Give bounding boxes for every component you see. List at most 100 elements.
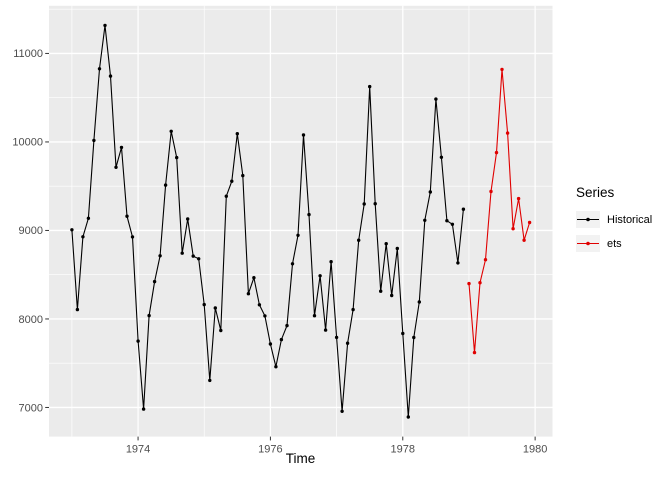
y-tick-label: 9000	[19, 225, 43, 237]
data-point-historical	[456, 261, 460, 265]
legend-label: Historical	[607, 213, 653, 226]
data-point-historical	[307, 212, 311, 217]
data-point-historical	[351, 307, 355, 312]
x-tick-label: 1976	[258, 444, 282, 456]
data-point-historical	[257, 303, 262, 307]
data-point-historical	[191, 254, 195, 258]
x-tick-label: 1978	[391, 444, 415, 456]
data-point-historical	[373, 202, 377, 206]
data-point-historical	[334, 335, 339, 340]
data-point-historical	[70, 228, 74, 232]
data-point-historical	[323, 328, 328, 332]
data-point-historical	[318, 274, 322, 278]
data-point-historical	[357, 238, 361, 242]
data-point-historical	[434, 97, 438, 101]
data-point-historical	[412, 335, 416, 340]
y-tick-label: 7000	[19, 402, 43, 414]
data-point-ets	[527, 220, 532, 225]
series-line-historical	[71, 25, 464, 418]
data-point-historical	[175, 155, 179, 160]
data-point-historical	[390, 293, 394, 298]
data-point-historical	[301, 133, 306, 137]
data-point-historical	[197, 257, 201, 261]
data-point-historical	[384, 242, 388, 246]
data-point-ets	[494, 150, 499, 155]
data-point-historical	[439, 155, 444, 159]
data-point-historical	[401, 331, 405, 336]
data-point-historical	[263, 314, 267, 318]
data-point-historical	[296, 233, 300, 237]
data-point-historical	[379, 289, 383, 293]
data-point-historical	[230, 179, 234, 183]
data-point-historical	[368, 84, 372, 89]
data-point-historical	[213, 306, 217, 310]
data-point-historical	[202, 302, 206, 307]
data-point-historical	[329, 260, 333, 264]
x-tick-label: 1980	[523, 444, 547, 456]
data-point-ets	[472, 350, 477, 355]
data-point-historical	[274, 365, 278, 369]
y-tick-label: 8000	[19, 314, 43, 326]
legend-item-ets: ets	[576, 235, 652, 252]
data-point-historical	[86, 216, 91, 220]
data-point-historical	[417, 300, 421, 304]
data-point-historical	[290, 262, 295, 266]
data-point-historical	[285, 323, 289, 328]
data-point-historical	[428, 190, 432, 194]
data-point-historical	[130, 235, 135, 239]
data-point-historical	[252, 276, 256, 280]
data-point-historical	[241, 173, 245, 178]
data-point-historical	[75, 307, 80, 312]
data-point-historical	[219, 328, 223, 333]
legend-title: Series	[576, 185, 615, 200]
data-point-historical	[423, 218, 427, 222]
line-point-key-icon	[576, 235, 600, 252]
data-point-historical	[312, 314, 317, 318]
legend-label: ets	[607, 237, 622, 250]
data-point-historical	[114, 165, 118, 169]
data-point-historical	[103, 23, 107, 28]
series-line-ets	[468, 69, 531, 353]
x-axis-title: Time	[285, 451, 316, 466]
data-point-historical	[224, 194, 228, 198]
data-point-historical	[345, 341, 350, 345]
data-point-historical	[125, 214, 129, 218]
data-point-historical	[108, 74, 113, 78]
data-point-historical	[340, 409, 344, 413]
y-tick-label: 11000	[13, 48, 43, 60]
data-point-historical	[279, 337, 284, 342]
data-point-ets	[489, 189, 493, 194]
data-point-ets	[500, 67, 504, 72]
legend: Series Historical ets	[576, 185, 652, 259]
data-point-historical	[186, 217, 190, 221]
data-point-historical	[362, 202, 366, 206]
data-point-historical	[147, 313, 151, 318]
legend-item-historical: Historical	[576, 211, 652, 228]
data-point-historical	[163, 183, 168, 187]
data-point-historical	[141, 407, 146, 411]
data-point-historical	[97, 67, 102, 71]
data-point-historical	[169, 129, 173, 133]
data-point-historical	[395, 246, 399, 251]
data-point-historical	[92, 138, 96, 143]
data-point-historical	[450, 222, 455, 226]
y-tick-label: 10000	[12, 137, 43, 149]
data-point-historical	[268, 342, 273, 346]
data-point-historical	[208, 378, 212, 383]
data-point-historical	[81, 235, 85, 239]
data-point-historical	[445, 219, 449, 223]
data-point-historical	[152, 279, 157, 284]
data-point-historical	[136, 339, 140, 343]
data-point-historical	[119, 145, 124, 150]
data-point-ets	[478, 281, 482, 285]
data-point-ets	[505, 131, 510, 135]
x-tick-label: 1974	[126, 444, 150, 456]
data-point-ets	[522, 238, 526, 242]
data-point-historical	[406, 415, 410, 419]
data-point-historical	[461, 207, 466, 211]
data-point-ets	[511, 227, 515, 231]
data-point-historical	[235, 132, 239, 136]
data-point-historical	[180, 251, 184, 255]
data-point-ets	[516, 196, 521, 201]
